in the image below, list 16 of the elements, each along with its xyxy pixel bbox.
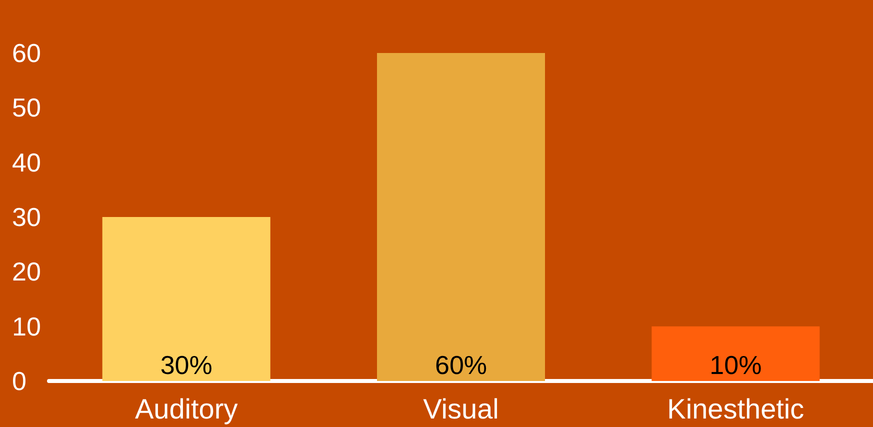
y-tick-label: 50 [12,92,41,123]
y-tick-label: 60 [12,38,41,68]
y-tick-label: 0 [12,366,26,396]
data-label: 10% [710,350,762,380]
x-tick-label: Auditory [134,394,238,424]
data-label: 30% [160,350,212,380]
x-tick-label: Visual [423,394,499,424]
bar [102,217,270,381]
y-tick-label: 20 [12,256,41,287]
bar [652,326,820,381]
bar [377,53,545,381]
y-tick-label: 40 [12,147,41,178]
data-label: 60% [434,350,488,380]
x-tick-label: Kinesthetic [667,394,804,424]
y-tick-label: 30 [12,202,41,232]
y-tick-label: 10 [12,311,41,342]
